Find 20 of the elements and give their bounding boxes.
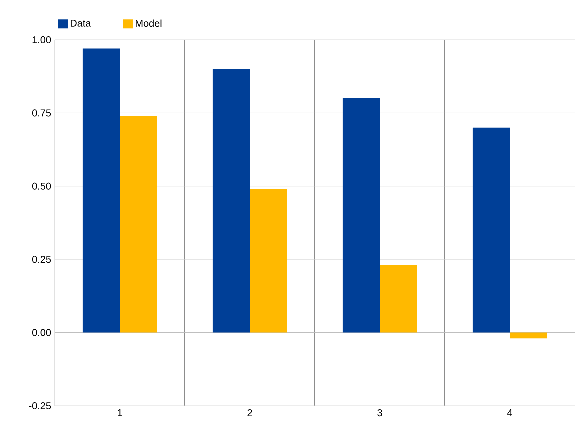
y-tick-label: 0.75 [32,110,52,117]
x-tick-label: 2 [248,410,252,416]
legend-label: Model [136,20,162,28]
bar [250,189,288,333]
bar [380,265,418,333]
x-tick-label: 4 [507,410,512,416]
bar [120,116,158,333]
bar [82,48,120,333]
bar [510,332,548,339]
x-tick-label: 1 [118,410,122,416]
legend-label: Data [70,20,92,27]
y-tick-label: 0.50 [32,182,52,190]
bar [472,128,510,333]
y-tick-label: 0.25 [32,256,52,264]
y-tick-label: -0.25 [29,402,52,410]
bar [212,69,250,333]
y-tick-label: 1.00 [32,36,52,44]
y-tick-label: 0.00 [32,329,52,336]
bar [342,98,380,333]
x-tick-label: 3 [378,410,382,417]
